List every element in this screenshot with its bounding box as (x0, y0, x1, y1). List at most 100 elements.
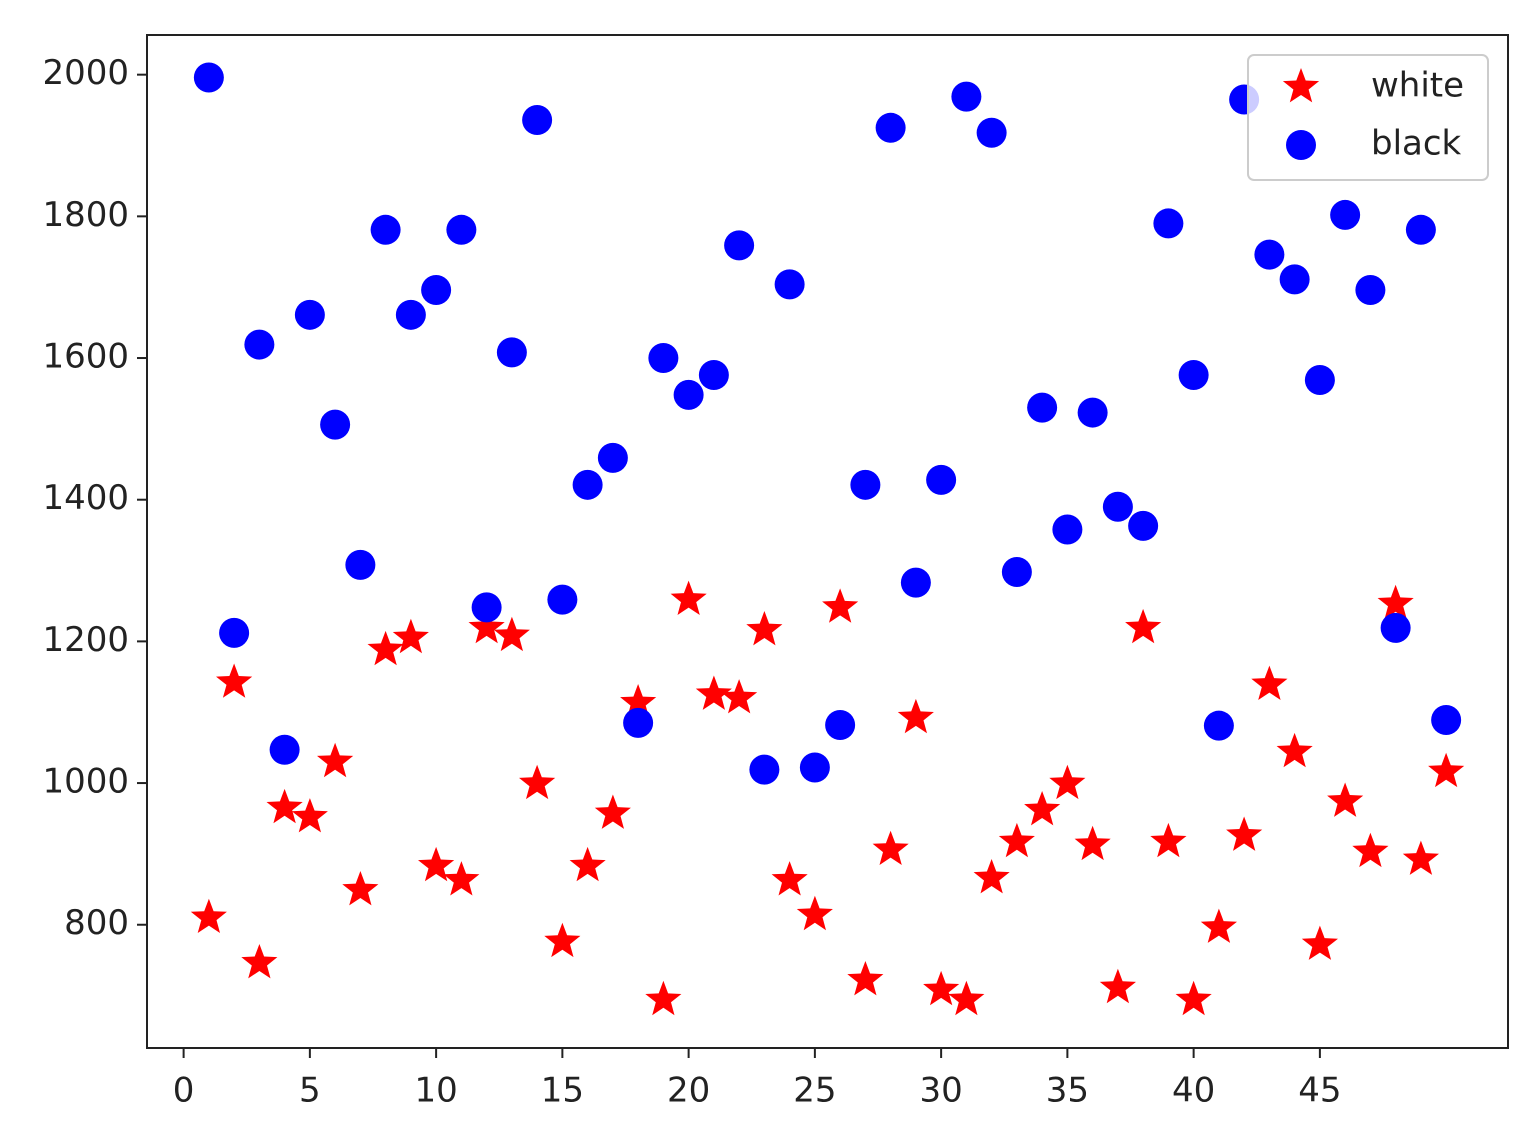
point (216, 663, 253, 698)
legend-marker (1282, 68, 1320, 103)
point (1102, 491, 1133, 522)
point (875, 112, 906, 143)
point (799, 752, 830, 783)
point (1153, 208, 1184, 239)
point (1402, 840, 1439, 875)
point (998, 822, 1035, 858)
point (367, 630, 404, 666)
point (850, 469, 881, 500)
point (320, 409, 351, 440)
point (190, 898, 227, 933)
point (1251, 665, 1288, 700)
point (1200, 908, 1237, 943)
point (446, 214, 477, 245)
point (847, 961, 884, 996)
point (620, 684, 657, 719)
point (468, 608, 505, 644)
y-tick-label: 1600 (42, 337, 129, 377)
point (897, 698, 934, 734)
legend-label: white (1371, 66, 1464, 106)
point (926, 464, 957, 495)
point (1024, 791, 1061, 826)
point (721, 679, 758, 714)
x-tick-label: 5 (299, 1071, 321, 1111)
point (291, 798, 328, 833)
point (342, 871, 379, 906)
plot-frame (146, 34, 1509, 1049)
point (496, 337, 527, 368)
point (1074, 825, 1111, 861)
point (1178, 360, 1209, 391)
point (572, 469, 603, 500)
point (1428, 752, 1465, 788)
point (973, 859, 1010, 894)
y-tick-label: 2000 (42, 53, 129, 93)
point (1327, 782, 1364, 817)
point (1128, 510, 1159, 541)
point (1001, 556, 1032, 587)
y-tick-label: 1200 (42, 620, 129, 660)
point (1279, 264, 1310, 295)
point (547, 584, 578, 615)
point (1203, 710, 1234, 741)
point (1352, 832, 1389, 868)
point (493, 616, 530, 652)
point (294, 299, 325, 330)
point (670, 580, 707, 615)
point (749, 754, 780, 785)
point (1049, 764, 1086, 800)
point (771, 861, 808, 896)
point (345, 549, 376, 580)
point (418, 846, 455, 882)
point (266, 788, 303, 824)
point (522, 105, 553, 136)
point (544, 922, 581, 958)
point (1099, 968, 1136, 1004)
point (948, 980, 985, 1016)
point (774, 269, 805, 300)
point (1254, 239, 1285, 270)
point (269, 734, 300, 765)
point (746, 611, 783, 646)
point (370, 214, 401, 245)
point (724, 230, 755, 261)
point (219, 617, 250, 648)
x-tick-label: 0 (173, 1071, 195, 1111)
point (1301, 925, 1338, 960)
x-tick-label: 40 (1172, 1071, 1215, 1111)
y-tick-label: 1400 (42, 478, 129, 518)
point (471, 592, 502, 623)
point (569, 846, 606, 882)
x-tick-label: 25 (793, 1071, 836, 1111)
point (648, 343, 679, 374)
point (443, 861, 480, 896)
point (1276, 732, 1313, 768)
point (519, 764, 556, 800)
point (645, 980, 682, 1016)
point (872, 830, 909, 865)
y-tick-label: 1800 (42, 195, 129, 235)
point (317, 742, 354, 778)
point (241, 944, 278, 979)
point (1052, 514, 1083, 545)
point (421, 275, 452, 306)
point (1380, 612, 1411, 643)
point (923, 970, 960, 1006)
x-tick-label: 20 (667, 1071, 710, 1111)
legend-marker (1286, 130, 1316, 160)
point (825, 709, 856, 740)
x-tick-label: 15 (541, 1071, 584, 1111)
point (698, 360, 729, 391)
point (695, 675, 732, 710)
x-tick-label: 45 (1298, 1071, 1341, 1111)
point (193, 62, 224, 93)
point (1405, 214, 1436, 245)
point (1431, 705, 1462, 736)
point (1330, 199, 1361, 230)
point (623, 707, 654, 738)
point (951, 81, 982, 112)
point (1077, 397, 1108, 428)
point (822, 588, 859, 623)
